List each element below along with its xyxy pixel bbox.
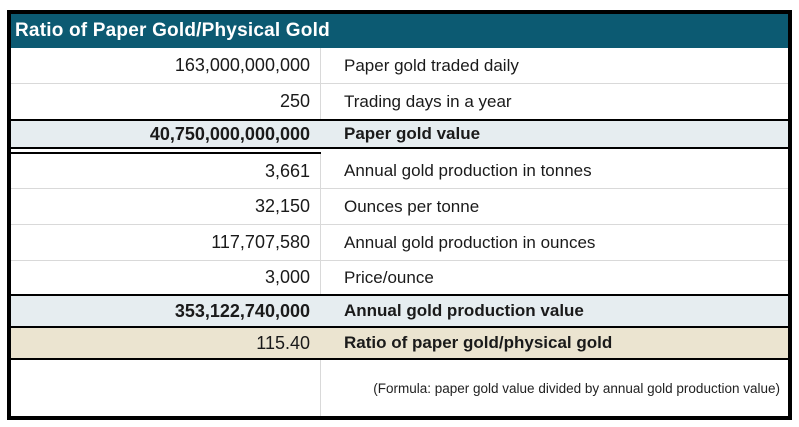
label-cell: Annual gold production in tonnes [344,161,592,180]
label-cell: Paper gold traded daily [344,55,519,75]
single-line-label-col [321,147,788,154]
value-cell: 353,122,740,000 [174,300,310,321]
label-cell: Ounces per tonne [344,196,480,216]
label-cell: Paper gold value [344,124,481,143]
table-row: 117,707,580 Annual gold production in ou… [11,225,788,261]
ratio-table: Ratio of Paper Gold/Physical Gold 163,00… [7,10,792,420]
value-cell: 3,661 [11,154,321,188]
formula-note: (Formula: paper gold value divided by an… [373,380,780,396]
table-row: 163,000,000,000 Paper gold traded daily [11,48,788,84]
label-cell: Annual gold production in ounces [344,232,596,252]
double-underline-divider [11,147,788,154]
table-footer-row: (Formula: paper gold value divided by an… [11,360,788,416]
empty-value-cell [11,360,321,416]
value-cell: 32,150 [11,189,321,224]
value-cell: 115.40 [256,332,310,353]
label-cell: Ratio of paper gold/physical gold [344,333,613,352]
label-cell: Annual gold production value [344,301,584,320]
table-row-result: 115.40 Ratio of paper gold/physical gold [11,328,788,360]
page-title: Ratio of Paper Gold/Physical Gold [15,20,330,41]
table-row: 3,000 Price/ounce [11,261,788,296]
value-cell: 40,750,000,000,000 [149,123,310,144]
table-title-bar: Ratio of Paper Gold/Physical Gold [11,14,788,48]
value-cell: 117,707,580 [11,225,321,260]
table-row-subtotal: 40,750,000,000,000 Paper gold value [11,121,788,147]
table-row: 32,150 Ounces per tonne [11,189,788,225]
double-underline-value-col [11,147,321,154]
label-cell: Trading days in a year [344,91,512,111]
table-row: 250 Trading days in a year [11,84,788,121]
value-cell: 163,000,000,000 [11,48,321,83]
value-cell: 3,000 [11,261,321,294]
table-row: 3,661 Annual gold production in tonnes [11,154,788,189]
label-cell: Price/ounce [344,267,434,287]
value-cell: 250 [11,84,321,119]
table-row-subtotal: 353,122,740,000 Annual gold production v… [11,296,788,328]
